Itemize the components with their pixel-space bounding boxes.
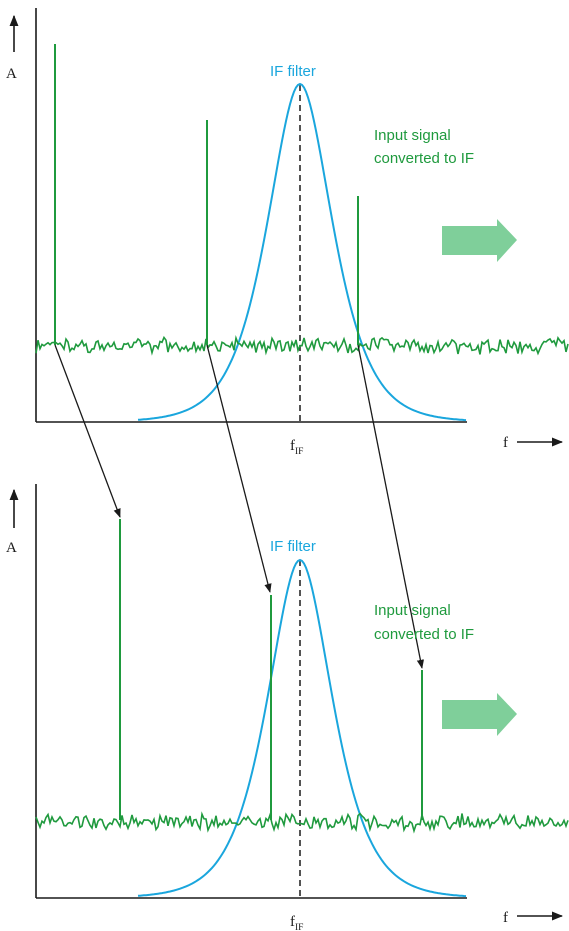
top-fif-sub: IF (295, 447, 303, 457)
bottom-if-filter-curve (137, 558, 467, 898)
top-signal-label-line1: Input signal (374, 127, 451, 144)
bottom-shift-arrow-icon (442, 693, 517, 736)
top-fif-main: f (290, 438, 295, 454)
bottom-amplitude-label: A (6, 540, 17, 556)
bottom-signal-label-line1: Input signal (374, 602, 451, 619)
bottom-fif-main: f (290, 914, 295, 930)
bottom-panel: A f fIF IF filter Input signal converted… (6, 484, 569, 931)
mapping-arrow-3 (357, 344, 424, 669)
mapping-arrow-1 (54, 344, 121, 518)
bottom-fif-label: fIF (290, 914, 303, 931)
top-noise-floor (35, 335, 569, 356)
bottom-fif-sub: IF (295, 923, 303, 931)
top-amplitude-label: A (6, 66, 17, 82)
top-signal-label-line2: converted to IF (374, 150, 474, 167)
bottom-frequency-label: f (503, 910, 508, 926)
top-shift-arrow-icon (442, 219, 517, 262)
mapping-arrow-2 (206, 344, 272, 593)
top-if-filter-curve (137, 82, 467, 422)
top-filter-label: IF filter (270, 63, 316, 80)
bottom-signal-label-line2: converted to IF (374, 626, 474, 643)
top-panel: A f fIF IF filter Input signal converted… (6, 8, 569, 457)
mapping-arrows (54, 344, 424, 669)
top-frequency-label: f (503, 435, 508, 451)
top-fif-label: fIF (290, 438, 303, 457)
bottom-noise-floor (35, 811, 569, 834)
bottom-filter-label: IF filter (270, 538, 316, 555)
